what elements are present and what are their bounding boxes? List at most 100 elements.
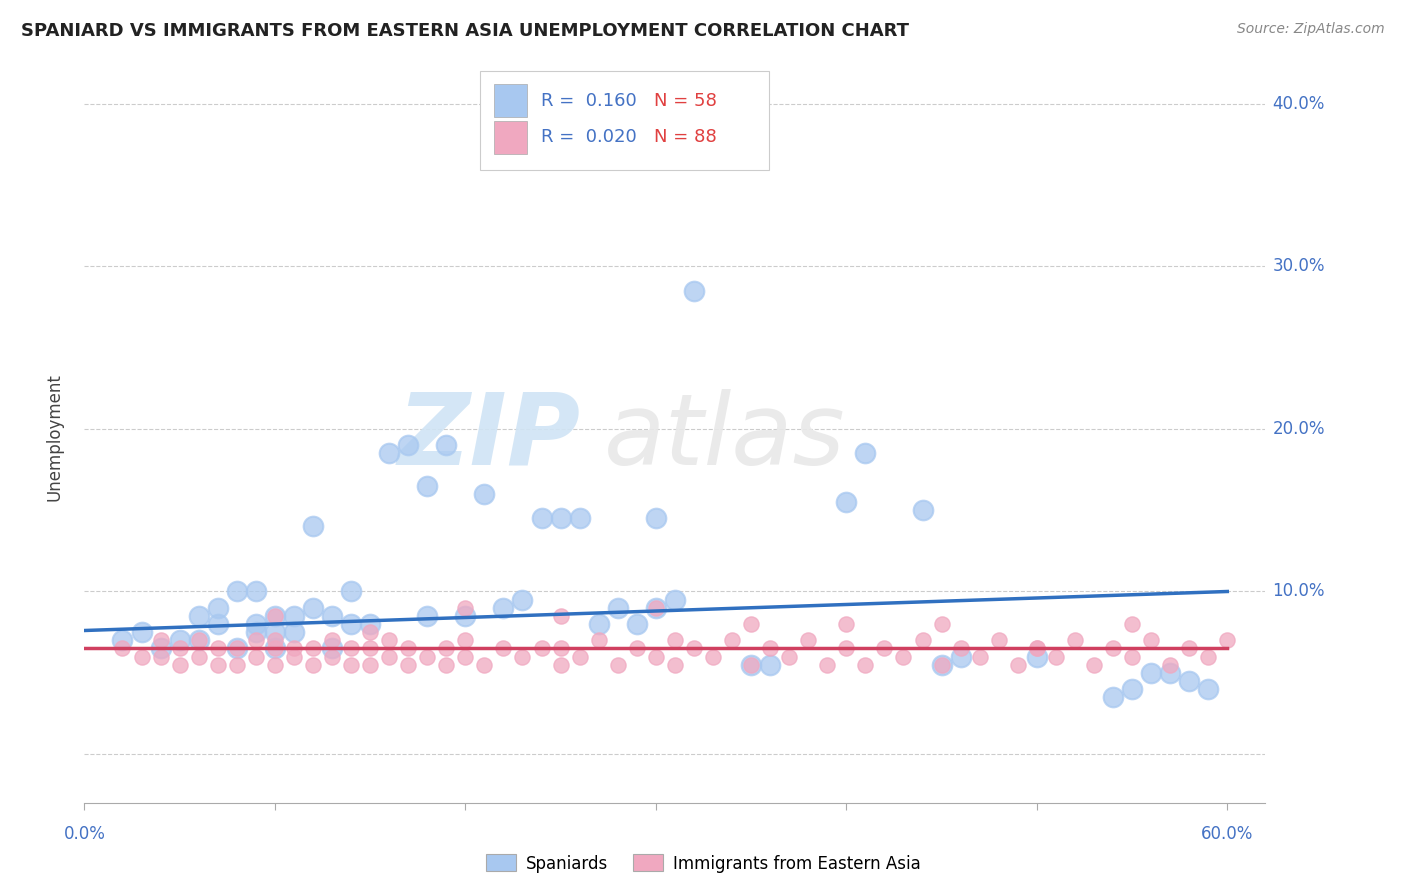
Point [969,649,991,664]
Point [1216,633,1239,648]
Point [1140,633,1163,648]
Point [416,479,439,493]
Text: 0.0%: 0.0% [63,825,105,843]
Text: R =  0.160: R = 0.160 [541,92,637,110]
Point [1025,641,1047,656]
Point [225,641,247,656]
Text: 40.0%: 40.0% [1272,95,1324,113]
Point [1121,649,1143,664]
Point [245,633,267,648]
Point [149,649,172,664]
Point [225,641,247,656]
FancyBboxPatch shape [479,71,769,170]
Point [568,511,591,525]
Point [1102,690,1125,705]
Point [207,600,229,615]
Point [1007,657,1029,672]
Point [1102,641,1125,656]
Point [111,633,134,648]
Point [664,633,686,648]
Point [359,625,381,640]
Point [740,657,762,672]
Point [434,438,457,452]
Point [340,617,363,632]
Point [321,641,343,656]
Point [759,657,782,672]
Point [911,633,934,648]
Point [853,657,876,672]
Point [911,503,934,517]
Point [263,633,285,648]
Point [1159,665,1181,680]
Point [302,657,325,672]
Point [359,657,381,672]
Point [187,633,209,648]
Text: Source: ZipAtlas.com: Source: ZipAtlas.com [1237,22,1385,37]
Text: SPANIARD VS IMMIGRANTS FROM EASTERN ASIA UNEMPLOYMENT CORRELATION CHART: SPANIARD VS IMMIGRANTS FROM EASTERN ASIA… [21,22,910,40]
Point [512,649,534,664]
Point [835,641,858,656]
Point [131,625,153,640]
Point [815,657,838,672]
Point [1121,617,1143,632]
Point [302,600,325,615]
Point [131,649,153,664]
Point [644,511,666,525]
Point [396,641,419,656]
Point [853,446,876,460]
Point [987,633,1010,648]
Point [283,649,305,664]
Point [207,617,229,632]
Point [550,657,572,672]
Point [378,633,401,648]
Point [740,617,762,632]
Point [626,617,648,632]
Point [321,649,343,664]
Point [568,649,591,664]
Point [797,633,820,648]
Point [187,633,209,648]
Point [893,649,915,664]
Point [683,641,706,656]
Point [474,657,496,672]
Point [702,649,724,664]
Point [759,641,782,656]
Y-axis label: Unemployment: Unemployment [45,373,63,501]
Point [245,617,267,632]
Point [683,284,706,298]
Point [359,641,381,656]
Point [416,608,439,623]
Point [169,657,191,672]
Point [225,657,247,672]
Point [302,641,325,656]
Point [644,600,666,615]
Point [396,657,419,672]
Point [283,641,305,656]
Point [454,600,477,615]
Point [474,487,496,501]
Point [664,657,686,672]
Text: N = 88: N = 88 [654,128,717,146]
Point [321,633,343,648]
Point [225,584,247,599]
Point [1025,641,1047,656]
Point [149,633,172,648]
Point [245,649,267,664]
Point [169,633,191,648]
Point [1083,657,1105,672]
Point [949,649,972,664]
Point [492,641,515,656]
Point [1064,633,1087,648]
Point [644,600,666,615]
Legend: Spaniards, Immigrants from Eastern Asia: Spaniards, Immigrants from Eastern Asia [479,847,927,880]
Point [835,495,858,509]
Point [606,657,628,672]
Point [359,617,381,632]
Point [1045,649,1067,664]
Point [492,600,515,615]
Point [588,633,610,648]
Point [721,633,744,648]
Point [1178,641,1201,656]
FancyBboxPatch shape [494,120,527,153]
Point [454,608,477,623]
